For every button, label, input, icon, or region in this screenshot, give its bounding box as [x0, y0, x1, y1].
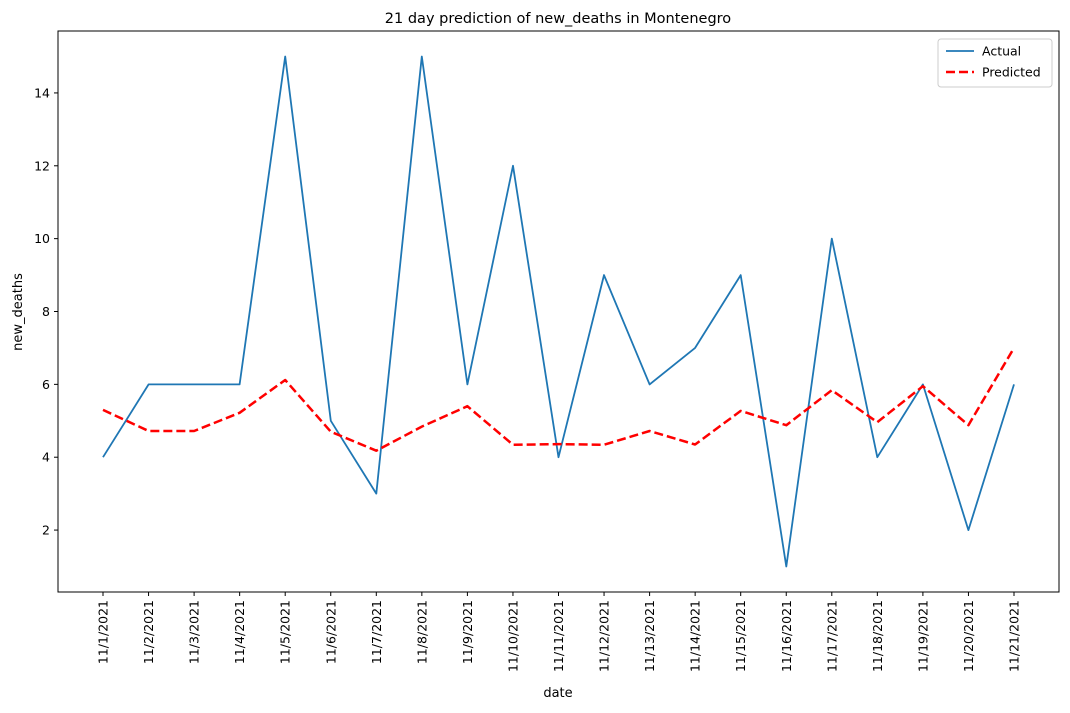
series-line-predicted [102, 347, 1016, 452]
legend-label-actual: Actual [982, 44, 1021, 59]
y-tick-label: 6 [42, 377, 50, 392]
legend: Actual Predicted [937, 38, 1053, 88]
x-tick-label: 11/3/2021 [187, 600, 202, 664]
x-tick-label: 11/8/2021 [414, 600, 429, 664]
x-tick-label: 11/18/2021 [870, 600, 885, 672]
x-tick-label: 11/15/2021 [733, 600, 748, 672]
y-tick-label: 4 [42, 450, 50, 465]
y-tick-label: 2 [42, 523, 50, 538]
x-tick-label: 11/11/2021 [551, 600, 566, 672]
x-tick-label: 11/7/2021 [369, 600, 384, 664]
x-tick-label: 11/20/2021 [961, 600, 976, 672]
x-tick-label: 11/14/2021 [688, 600, 703, 672]
y-tick-label: 14 [34, 85, 50, 100]
x-tick-label: 11/1/2021 [96, 600, 111, 664]
y-tick-label: 12 [34, 158, 50, 173]
axes: 2 4 6 8 10 12 14 11/1/2021 11/2/2021 11/3/2021 11/… [34, 30, 1060, 672]
x-tick-label: 11/19/2021 [915, 600, 930, 672]
x-tick-label: 11/10/2021 [505, 600, 520, 672]
x-tick-label: 11/16/2021 [779, 600, 794, 672]
x-tick-label: 11/5/2021 [278, 600, 293, 664]
x-tick-label: 11/4/2021 [232, 600, 247, 664]
y-tick-label: 10 [34, 231, 50, 246]
legend-label-predicted: Predicted [982, 65, 1041, 80]
x-tick-label: 11/9/2021 [460, 600, 475, 664]
x-tick-label: 11/21/2021 [1007, 600, 1022, 672]
x-tick-label: 11/2/2021 [141, 600, 156, 664]
x-tick-label: 11/12/2021 [597, 600, 612, 672]
plot-frame [57, 30, 1060, 593]
chart-title: 21 day prediction of new_deaths in Monte… [385, 11, 732, 27]
x-tick-label: 11/13/2021 [642, 600, 657, 672]
x-tick-label: 11/17/2021 [824, 600, 839, 672]
y-axis-label: new_deaths [11, 273, 26, 351]
y-tick-label: 8 [42, 304, 50, 319]
series-lines [102, 55, 1016, 568]
x-axis-label: date [543, 686, 572, 701]
x-tick-label: 11/6/2021 [323, 600, 338, 664]
series-line-actual [102, 55, 1015, 568]
